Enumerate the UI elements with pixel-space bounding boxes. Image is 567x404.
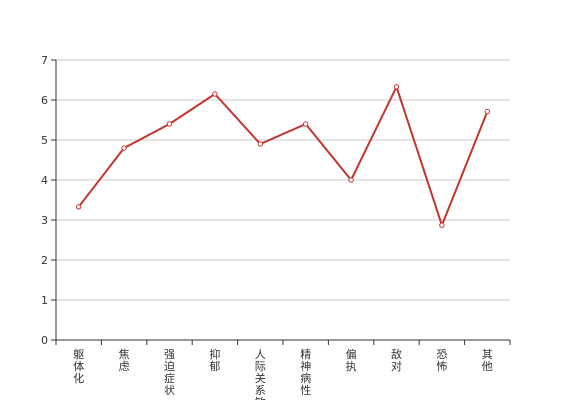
y-tick-label: 6 (41, 94, 48, 107)
x-tick-label: 敌对 (391, 347, 402, 373)
x-axis: 躯体化 焦虑 强迫症状 抑郁 人际关系敏感 精神病性 偏执 敌对 恐怖 其他 (55, 339, 511, 404)
x-tick-label: 抑郁 (209, 347, 220, 373)
data-point[interactable] (484, 108, 490, 115)
x-tick-label: 其他 (482, 348, 493, 373)
data-point[interactable] (166, 121, 173, 127)
data-point[interactable] (393, 84, 400, 90)
y-tick-label: 4 (41, 174, 48, 187)
y-tick-label: 7 (41, 54, 48, 67)
x-tick-label: 精神病性 (300, 348, 311, 397)
data-point[interactable] (303, 121, 309, 127)
data-point[interactable] (121, 145, 127, 151)
y-axis: 0 1 2 3 4 5 6 7 (41, 54, 57, 347)
series-layer (76, 84, 490, 228)
y-tick-label: 5 (41, 134, 48, 147)
data-point[interactable] (257, 141, 263, 147)
x-tick-label: 躯体化 (73, 348, 84, 385)
data-point[interactable] (76, 204, 82, 210)
x-tick-label: 焦虑 (119, 348, 130, 373)
series-line (77, 85, 489, 227)
y-tick-label: 1 (41, 294, 48, 307)
x-tick-label: 强迫症状 (164, 348, 175, 397)
x-tick-label: 偏执 (346, 347, 357, 373)
y-tick-label: 3 (41, 214, 48, 227)
grid-lines (56, 59, 510, 301)
x-tick-label: 恐怖 (436, 348, 447, 373)
x-tick-label: 人际关系敏感 (255, 348, 266, 400)
data-point[interactable] (212, 91, 218, 97)
y-tick-label: 0 (41, 334, 48, 347)
data-point[interactable] (348, 177, 354, 183)
data-point[interactable] (439, 222, 445, 228)
y-tick-label: 2 (41, 254, 48, 267)
